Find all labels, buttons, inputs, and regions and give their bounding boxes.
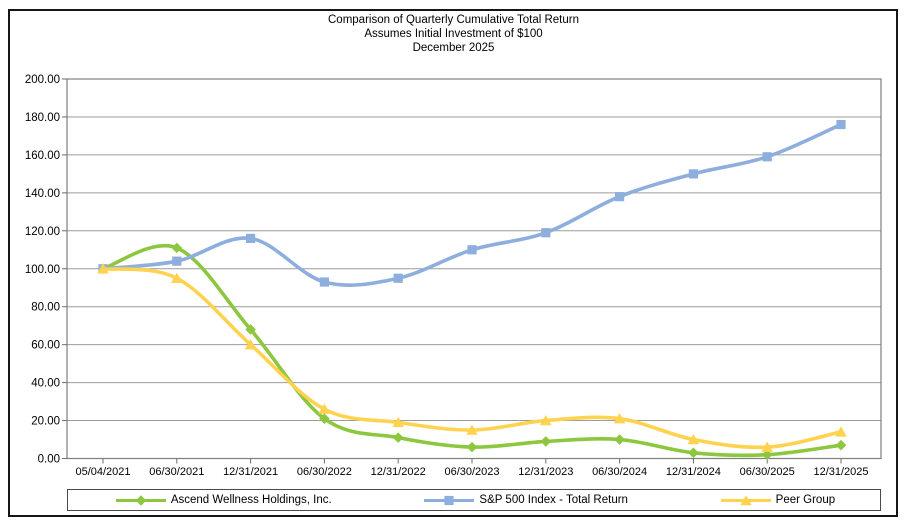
square-marker [246, 233, 256, 243]
y-axis-label: 40.00 [31, 378, 60, 390]
x-axis-label: 06/30/2023 [444, 466, 499, 478]
square-marker [615, 192, 625, 202]
x-axis-label: 12/31/2022 [371, 466, 426, 478]
square-marker [762, 152, 772, 162]
diamond-marker [688, 447, 699, 459]
chart-subtitle-investment: Assumes Initial Investment of $100 [364, 28, 543, 40]
diamond-marker [392, 432, 404, 443]
triangle-marker [171, 272, 183, 283]
diamond-marker [835, 439, 847, 451]
chart-title: Comparison of Quarterly Cumulative Total… [328, 14, 579, 26]
legend-label-sp500: S&P 500 Index - Total Return [479, 494, 628, 506]
x-axis-label: 05/04/2021 [75, 466, 130, 478]
series-line [101, 122, 843, 287]
triangle-marker [761, 441, 773, 452]
series-3 [97, 263, 847, 452]
square-marker [172, 256, 182, 266]
legend-swatch-marker [444, 495, 455, 505]
legend-item-ascend: Ascend Wellness Holdings, Inc. [113, 494, 332, 507]
y-axis-label: 80.00 [31, 302, 60, 314]
series-line [101, 266, 843, 450]
diamond-marker [245, 324, 256, 335]
legend-marker-peer-group-icon [720, 494, 771, 505]
diamond-marker [319, 413, 330, 424]
diamond-marker [171, 242, 183, 254]
triangle-marker [540, 414, 552, 426]
legend-item-sp500: S&P 500 Index - Total Return [421, 494, 628, 507]
diamond-marker [761, 449, 773, 461]
y-axis-label: 20.00 [31, 416, 60, 428]
legend-swatch-marker [135, 494, 147, 506]
diamond-marker [466, 441, 478, 453]
triangle-marker [466, 424, 478, 435]
triangle-marker [244, 339, 257, 350]
chart-subtitle-period: December 2025 [412, 42, 495, 54]
triangle-marker [613, 413, 626, 424]
legend-label-peer-group: Peer Group [775, 494, 836, 506]
diamond-marker [614, 434, 625, 445]
y-axis-label: 200.00 [25, 74, 60, 86]
y-axis-label: 140.00 [25, 188, 60, 200]
legend-item-peer-group: Peer Group [718, 494, 835, 507]
diamond-marker [540, 436, 552, 447]
square-marker [688, 169, 698, 179]
x-axis-label: 12/31/2021 [223, 466, 278, 478]
square-marker [467, 245, 477, 255]
legend: Ascend Wellness Holdings, Inc. S&P 500 I… [67, 489, 881, 511]
legend-swatch-marker [739, 494, 752, 505]
square-marker [836, 119, 846, 130]
square-marker [393, 273, 403, 283]
y-axis-label: 0.00 [38, 454, 60, 466]
x-axis-label: 06/30/2024 [592, 466, 647, 478]
y-axis-label: 160.00 [25, 150, 60, 162]
title-block: Comparison of Quarterly Cumulative Total… [0, 13, 907, 55]
triangle-marker [318, 403, 331, 414]
y-axis-label: 100.00 [25, 264, 60, 276]
legend-marker-sp500-icon [424, 495, 475, 505]
x-axis-label: 06/30/2021 [149, 466, 204, 478]
x-axis-label: 12/31/2025 [813, 466, 868, 478]
square-marker [319, 277, 329, 287]
x-axis-label: 12/31/2024 [666, 466, 721, 478]
triangle-marker [687, 433, 700, 445]
triangle-marker [835, 426, 847, 437]
y-axis-label: 120.00 [25, 226, 60, 238]
x-axis-label: 12/31/2023 [518, 466, 573, 478]
square-marker [541, 228, 551, 238]
y-axis-label: 60.00 [31, 340, 60, 352]
y-axis-label: 180.00 [25, 112, 60, 124]
triangle-marker [97, 263, 109, 274]
series-2 [98, 119, 846, 287]
triangle-marker [392, 416, 404, 428]
series-line [101, 244, 843, 458]
legend-marker-ascend-icon [115, 494, 166, 506]
x-axis-label: 06/30/2025 [740, 466, 795, 478]
x-axis-label: 06/30/2022 [297, 466, 352, 478]
legend-label-ascend: Ascend Wellness Holdings, Inc. [170, 494, 332, 506]
